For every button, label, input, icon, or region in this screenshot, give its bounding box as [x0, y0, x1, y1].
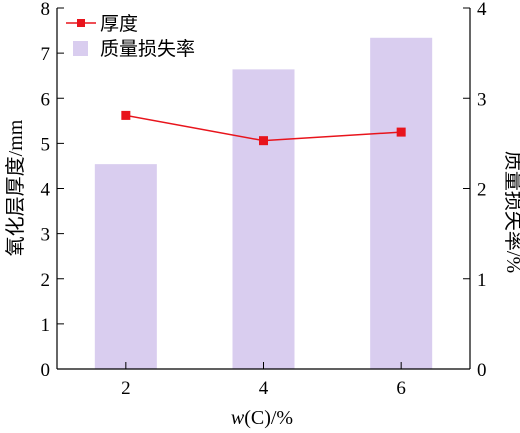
left-tick-label: 5 — [41, 134, 51, 155]
left-tick-label: 6 — [41, 89, 51, 110]
x-axis-title-italic: w — [231, 407, 245, 429]
x-tick-label: 2 — [121, 378, 131, 399]
legend-line-label: 厚度 — [100, 13, 138, 35]
legend-bar-swatch — [73, 41, 88, 56]
bar — [232, 69, 295, 370]
ticks-layer: 0 1 2 3 4 5 6 7 8 0 1 2 3 4 2 4 6 — [41, 0, 488, 399]
left-tick-label: 2 — [41, 270, 51, 291]
thickness-point — [259, 136, 268, 146]
legend: 厚度 质量损失率 — [66, 13, 195, 60]
right-tick-label: 0 — [477, 360, 487, 381]
right-axis-title: 质量损失率/% — [502, 151, 520, 273]
line-layer — [121, 110, 406, 146]
legend-line-marker — [77, 19, 85, 27]
bar — [94, 164, 157, 369]
left-tick-label: 0 — [41, 360, 51, 381]
bar — [370, 37, 433, 369]
thickness-point — [121, 110, 131, 120]
right-tick-label: 1 — [477, 270, 487, 291]
right-tick-label: 2 — [477, 180, 487, 201]
left-tick-label: 8 — [41, 0, 51, 20]
left-axis-title: 氧化层厚度/mm — [4, 119, 27, 256]
x-tick-label: 6 — [396, 378, 406, 399]
bars-layer — [94, 37, 433, 370]
left-tick-label: 4 — [41, 180, 51, 201]
legend-bar-label: 质量损失率 — [100, 38, 195, 60]
left-tick-label: 3 — [41, 225, 51, 246]
left-tick-label: 1 — [41, 315, 51, 336]
left-tick-label: 7 — [41, 44, 51, 65]
x-tick-label: 4 — [259, 378, 269, 399]
thickness-point — [396, 127, 406, 137]
right-tick-label: 3 — [477, 89, 487, 110]
x-axis-title: w(C)/% — [231, 407, 293, 429]
right-tick-label: 4 — [477, 0, 487, 20]
x-axis-title-rest: (C)/% — [244, 407, 293, 429]
